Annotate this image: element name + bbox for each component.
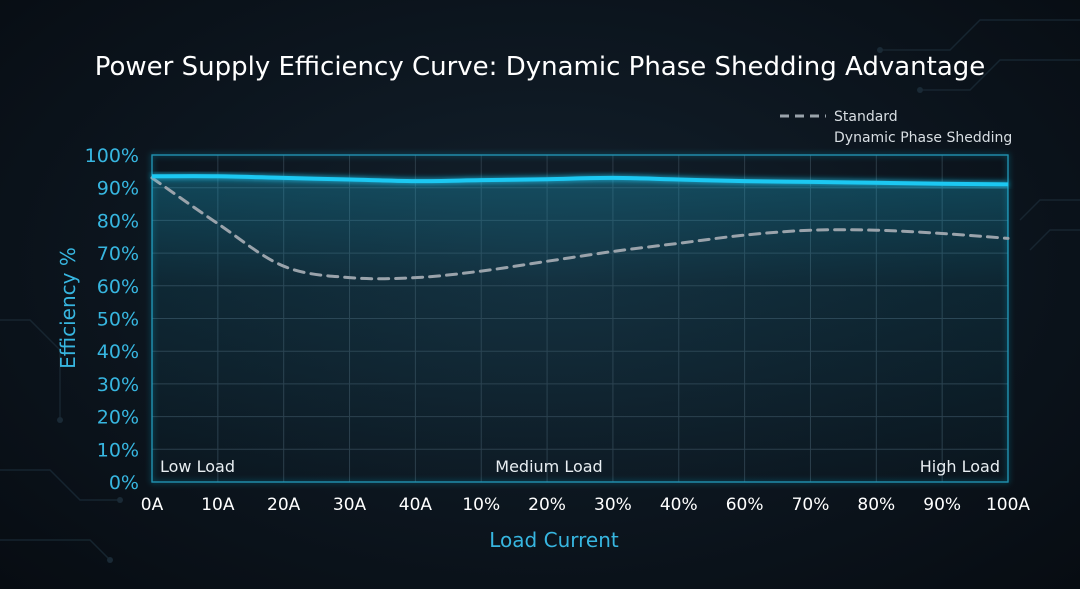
dynamic-area-fill xyxy=(152,176,1008,482)
y-tick-labels: 0% 10% 20% 30% 40% 50% 60% 70% 80% 90% 100% xyxy=(85,145,139,494)
y-tick-label: 100% xyxy=(85,145,139,167)
x-tick-label: 60% xyxy=(726,495,764,515)
y-tick-label: 40% xyxy=(97,341,139,363)
y-tick-label: 10% xyxy=(97,439,139,461)
annotation-medium-load: Medium Load xyxy=(495,457,602,476)
series-layer xyxy=(150,174,1010,281)
x-tick-label: 100A xyxy=(986,495,1030,515)
legend-standard-label: Standard xyxy=(834,109,898,125)
x-tick-label: 30A xyxy=(333,495,367,515)
annotation-low-load: Low Load xyxy=(160,457,235,476)
x-tick-label: 40A xyxy=(399,495,433,515)
x-tick-label: 20A xyxy=(267,495,301,515)
legend: Standard Dynamic Phase Shedding xyxy=(780,109,1012,146)
y-tick-label: 90% xyxy=(97,178,139,200)
x-tick-label: 90% xyxy=(923,495,961,515)
y-tick-label: 30% xyxy=(97,374,139,396)
x-tick-label: 10A xyxy=(201,495,235,515)
y-tick-label: 70% xyxy=(97,243,139,265)
y-tick-label: 50% xyxy=(97,309,139,331)
x-tick-label: 30% xyxy=(594,495,632,515)
legend-dynamic-label: Dynamic Phase Shedding xyxy=(834,130,1012,146)
x-tick-label: 70% xyxy=(792,495,830,515)
y-tick-label: 80% xyxy=(97,210,139,232)
x-tick-label: 10% xyxy=(462,495,500,515)
y-tick-label: 0% xyxy=(109,472,139,494)
x-tick-label: 80% xyxy=(857,495,895,515)
series-line-dynamic-phase-shedding xyxy=(151,174,1009,187)
annotation-high-load: High Load xyxy=(920,457,1000,476)
chart-title: Power Supply Efficiency Curve: Dynamic P… xyxy=(94,52,986,82)
x-tick-label: 0A xyxy=(141,495,164,515)
x-axis-label: Load Current xyxy=(489,528,619,552)
y-tick-label: 60% xyxy=(97,276,139,298)
series-line-standard xyxy=(150,176,1010,281)
y-tick-label: 20% xyxy=(97,407,139,429)
y-axis-label: Efficiency % xyxy=(56,247,80,369)
x-tick-labels: 0A 10A 20A 30A 40A 10% 20% 30% 40% 60% 70% 80% 90% 10… xyxy=(141,495,1031,515)
x-tick-label: 40% xyxy=(660,495,698,515)
x-tick-label: 20% xyxy=(528,495,566,515)
